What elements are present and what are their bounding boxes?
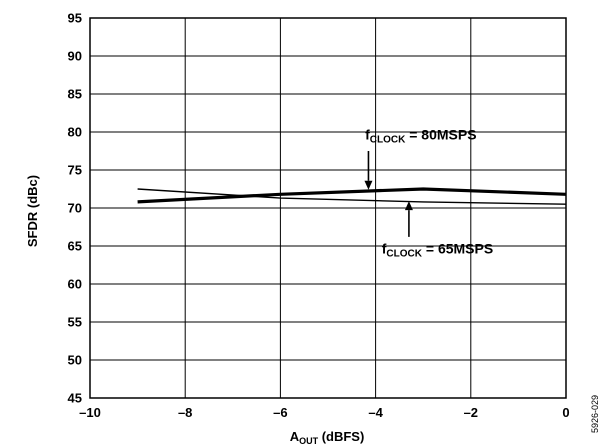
figure-id: 5926-029 xyxy=(590,395,600,433)
y-tick-label: 85 xyxy=(68,87,82,102)
annotation-arrow-head xyxy=(364,180,373,190)
annotation-arrow-head xyxy=(404,201,413,211)
y-tick-label: 70 xyxy=(68,201,82,216)
x-axis-label: AOUT (dBFS) xyxy=(290,429,365,446)
tick-labels: 45 50 55 60 65 70 75 80 85 90 95 –10 –8 –6 –4 –2 0 xyxy=(68,11,570,421)
y-tick-label: 90 xyxy=(68,49,82,64)
series-lines xyxy=(137,187,567,205)
x-tick-label: –6 xyxy=(273,405,287,420)
y-tick-label: 45 xyxy=(68,391,82,406)
y-tick-label: 55 xyxy=(68,315,82,330)
y-tick-label: 75 xyxy=(68,163,82,178)
annotation-label-65msps: fCLOCK = 65MSPS xyxy=(382,241,493,260)
x-tick-label: –8 xyxy=(178,405,192,420)
y-tick-label: 60 xyxy=(68,277,82,292)
series-line-65msps xyxy=(137,188,567,205)
y-tick-label: 50 xyxy=(68,353,82,368)
grid-lines xyxy=(89,17,567,399)
annotation-label-80msps: fCLOCK = 80MSPS xyxy=(365,127,476,146)
x-tick-label: –2 xyxy=(464,405,478,420)
x-tick-label: –10 xyxy=(79,405,101,420)
y-tick-label: 95 xyxy=(68,11,82,26)
x-tick-label: 0 xyxy=(562,405,569,420)
annotations: fCLOCK = 80MSPS fCLOCK = 65MSPS xyxy=(364,127,493,260)
y-tick-label: 65 xyxy=(68,239,82,254)
plot-frame xyxy=(89,17,567,399)
y-axis-label: SFDR (dBc) xyxy=(25,175,40,247)
y-tick-label: 80 xyxy=(68,125,82,140)
x-tick-label: –4 xyxy=(368,405,383,420)
series-line-80msps xyxy=(137,187,567,204)
